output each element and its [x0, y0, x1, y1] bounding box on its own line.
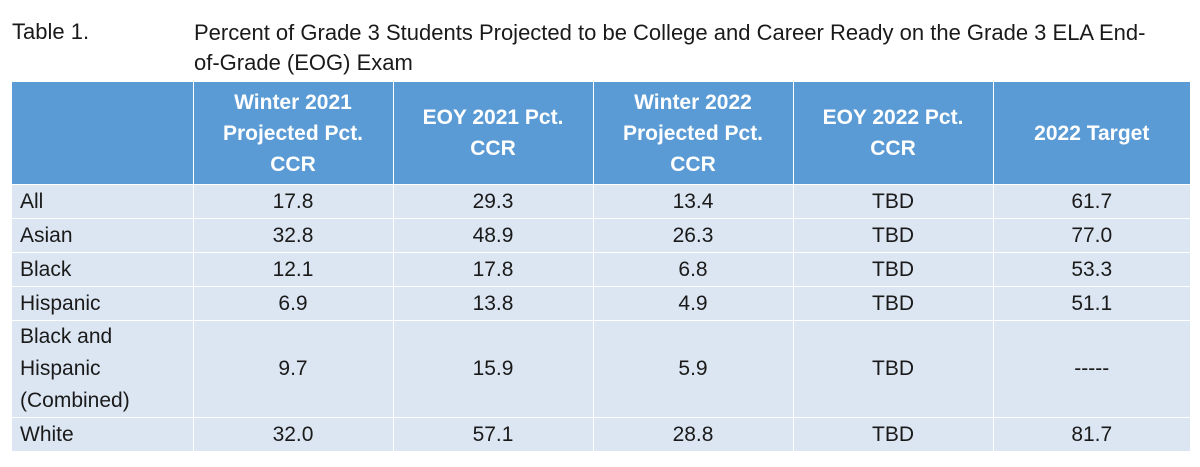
table-cell: 17.8	[193, 184, 394, 219]
table-cell: -----	[993, 320, 1190, 418]
table-cell: 81.7	[993, 417, 1190, 451]
table-cell: 32.0	[193, 417, 394, 451]
table-row: White 32.0 57.1 28.8 TBD 81.7	[12, 417, 1190, 451]
header-row: Winter 2021 Projected Pct. CCR EOY 2021 …	[12, 82, 1190, 185]
table-cell: 32.8	[193, 218, 394, 253]
table-cell: 28.8	[593, 417, 794, 451]
table-header: Winter 2021 Projected Pct. CCR EOY 2021 …	[12, 82, 1190, 185]
table-cell: TBD	[793, 184, 994, 219]
table-row: All 17.8 29.3 13.4 TBD 61.7	[12, 184, 1190, 219]
row-label: Hispanic	[12, 286, 194, 321]
row-label: Asian	[12, 218, 194, 253]
row-label: All	[12, 184, 194, 219]
ccr-table: Winter 2021 Projected Pct. CCR EOY 2021 …	[12, 82, 1190, 451]
table-cell: 26.3	[593, 218, 794, 253]
table-number: Table 1.	[12, 19, 90, 44]
header-cell-eoy-2021: EOY 2021 Pct. CCR	[393, 82, 594, 185]
table-row: Hispanic 6.9 13.8 4.9 TBD 51.1	[12, 286, 1190, 321]
table-cell: 51.1	[993, 286, 1190, 321]
table-cell: 13.4	[593, 184, 794, 219]
table-cell: TBD	[793, 320, 994, 418]
row-label: Black and Hispanic (Combined)	[12, 320, 194, 418]
table-cell: 12.1	[193, 252, 394, 287]
header-cell-winter-2022: Winter 2022 Projected Pct. CCR	[593, 82, 794, 185]
table-cell: TBD	[793, 417, 994, 451]
table-cell: TBD	[793, 286, 994, 321]
table-cell: 53.3	[993, 252, 1190, 287]
row-label: White	[12, 417, 194, 451]
table-row: Black and Hispanic (Combined) 9.7 15.9 5…	[12, 320, 1190, 418]
table-cell: 17.8	[393, 252, 594, 287]
table-cell: 5.9	[593, 320, 794, 418]
row-label: Black	[12, 252, 194, 287]
header-cell-eoy-2022: EOY 2022 Pct. CCR	[793, 82, 994, 185]
table-cell: 6.8	[593, 252, 794, 287]
table-cell: 57.1	[393, 417, 594, 451]
header-cell-winter-2021: Winter 2021 Projected Pct. CCR	[193, 82, 394, 185]
table-cell: 15.9	[393, 320, 594, 418]
table-body: All 17.8 29.3 13.4 TBD 61.7 Asian 32.8 4…	[12, 184, 1190, 451]
table-cell: 9.7	[193, 320, 394, 418]
table-cell: 4.9	[593, 286, 794, 321]
header-cell-group	[12, 82, 194, 185]
table-cell: 29.3	[393, 184, 594, 219]
table-row: Asian 32.8 48.9 26.3 TBD 77.0	[12, 218, 1190, 253]
table-cell: 77.0	[993, 218, 1190, 253]
table-row: Black 12.1 17.8 6.8 TBD 53.3	[12, 252, 1190, 287]
header-cell-2022-target: 2022 Target	[993, 82, 1190, 185]
table-cell: 13.8	[393, 286, 594, 321]
table-cell: TBD	[793, 252, 994, 287]
table-cell: 48.9	[393, 218, 594, 253]
table-caption: Table 1. Percent of Grade 3 Students Pro…	[12, 12, 1192, 80]
table-cell: 6.9	[193, 286, 394, 321]
table-cell: TBD	[793, 218, 994, 253]
table-cell: 61.7	[993, 184, 1190, 219]
table-title: Percent of Grade 3 Students Projected to…	[194, 20, 1146, 75]
